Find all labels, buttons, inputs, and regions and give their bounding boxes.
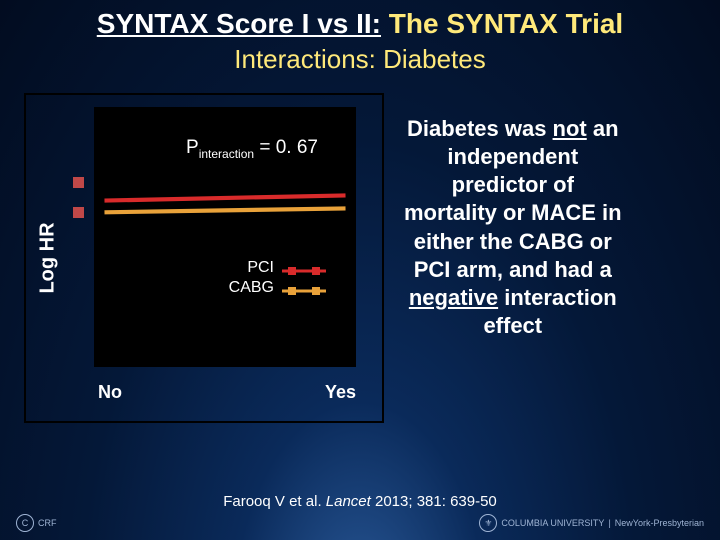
chart-lines — [94, 107, 356, 367]
citation: Farooq V et al. Lancet 2013; 381: 639-50 — [0, 493, 720, 510]
title-part2: The SYNTAX Trial — [381, 8, 623, 39]
txt-l3: predictor of — [452, 172, 574, 197]
citation-rest: 2013; 381: 639-50 — [375, 493, 497, 510]
logo-right-text1: COLUMBIA UNIVERSITY — [501, 518, 604, 528]
legend-label-cabg: CABG — [229, 279, 274, 297]
logo-right-text2: NewYork-Presbyterian — [615, 518, 704, 528]
citation-author: Farooq V et al. — [223, 493, 326, 510]
content-row: Log HR Pinteraction = 0. 67 PCI CABG No … — [0, 75, 720, 423]
legend-label-pci: PCI — [247, 259, 274, 277]
txt-l6: PCI arm, and had a — [414, 257, 612, 282]
plot-area: Pinteraction = 0. 67 PCI CABG — [94, 107, 356, 367]
logo-right: ⚜ COLUMBIA UNIVERSITY | NewYork-Presbyte… — [479, 514, 704, 532]
series-cabg-line — [104, 208, 345, 212]
txt-l8: effect — [483, 313, 542, 338]
slide-subtitle: Interactions: Diabetes — [0, 40, 720, 75]
txt-l5: either the CABG or — [414, 229, 612, 254]
chart-ylabel: Log HR — [37, 222, 60, 293]
txt-l2: independent — [447, 144, 578, 169]
columbia-logo-icon: ⚜ — [479, 514, 497, 532]
txt-l1b: not — [553, 116, 587, 141]
txt-l7a: negative — [409, 285, 498, 310]
series-pci-line — [104, 195, 345, 200]
xlabel-no: No — [98, 382, 122, 403]
logo-left-text: CRF — [38, 518, 57, 528]
slide-title: SYNTAX Score I vs II: The SYNTAX Trial — [0, 0, 720, 40]
txt-l1c: an — [587, 116, 619, 141]
legend-marker-pci — [282, 264, 326, 276]
xlabel-yes: Yes — [325, 382, 356, 403]
citation-journal: Lancet — [326, 493, 375, 510]
axis-tick-icon — [73, 207, 84, 218]
summary-text: Diabetes was not an independent predicto… — [404, 93, 622, 423]
txt-l7b: interaction — [498, 285, 617, 310]
logo-sep: | — [608, 518, 610, 528]
crf-logo-icon: C — [16, 514, 34, 532]
axis-tick-icon — [73, 177, 84, 188]
legend-marker-cabg — [282, 284, 326, 296]
chart-panel: Log HR Pinteraction = 0. 67 PCI CABG No … — [24, 93, 384, 423]
txt-l4: mortality or MACE in — [404, 200, 622, 225]
txt-l1a: Diabetes was — [407, 116, 553, 141]
title-part1: SYNTAX Score I vs II: — [97, 8, 381, 39]
logo-left: C CRF — [16, 514, 57, 532]
